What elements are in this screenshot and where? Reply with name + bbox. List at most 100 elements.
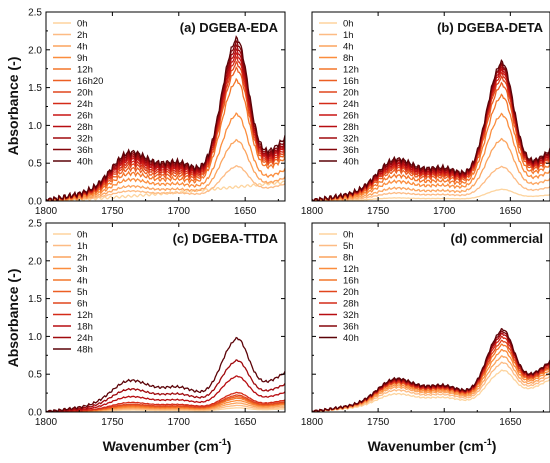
legend-entry: 1h: [77, 241, 88, 252]
legend-entry: 24h: [343, 99, 359, 110]
x-tick-label: 1700: [168, 206, 191, 217]
legend-entry: 9h: [77, 53, 88, 64]
series-line-2h: [46, 165, 285, 201]
legend-entry: 24h: [77, 333, 93, 344]
legend-entry: 0h: [343, 18, 354, 29]
x-tick-label: 1650: [234, 206, 257, 217]
series-line-18h: [46, 375, 285, 412]
x-tick-label: 1650: [499, 417, 522, 428]
y-tick-label: 0.0: [28, 197, 42, 208]
legend-entry: 28h: [343, 122, 359, 133]
legend-entry: 32h: [343, 310, 359, 321]
panel-1: 0.0 0.5 1.0 1.5 2.0 2.5 1800 1750 1700 1650 (a) DG…: [28, 8, 286, 217]
legend-entry: 28h: [77, 122, 93, 133]
y-axis-title-bottom: Absorbance (-): [5, 269, 21, 368]
y-tick-label: 1.5: [28, 294, 42, 305]
y-tick-label: 1.0: [28, 332, 42, 343]
legend-entry: 8h: [343, 252, 354, 263]
x-axis-title-left: Wavenumber (cm-1): [103, 437, 232, 454]
y-tick-label: 0.5: [28, 159, 42, 170]
legend-entry: 0h: [77, 18, 88, 29]
legend-entry: 20h: [343, 287, 359, 298]
x-tick-label: 1800: [301, 417, 324, 428]
y-tick-label: 1.5: [28, 83, 42, 94]
legend-entry: 18h: [77, 321, 93, 332]
legend-entry: 40h: [343, 156, 359, 167]
panel-title: (a) DGEBA-EDA: [180, 20, 279, 35]
series-line-8h: [312, 355, 550, 412]
series-line-32h: [312, 332, 550, 412]
y-tick-label: 2.5: [28, 8, 42, 19]
legend-entry: 5h: [343, 241, 354, 252]
legend-entry: 40h: [77, 156, 93, 167]
series-line-40h: [312, 58, 550, 201]
legend-entry: 48h: [77, 344, 93, 355]
panel-3: 0.0 0.5 1.0 1.5 2.0 2.5 1800 1750 1700 1650 (c) DG…: [28, 219, 286, 428]
y-axis-title-top: Absorbance (-): [5, 57, 21, 156]
legend-entry: 2h: [77, 30, 88, 41]
legend-entry: 0h: [77, 229, 88, 240]
x-tick-label: 1650: [234, 417, 257, 428]
legend-entry: 28h: [343, 298, 359, 309]
legend-entry: 3h: [77, 264, 88, 275]
legend-entry: 16h20: [77, 76, 103, 87]
x-tick-label: 1800: [35, 417, 58, 428]
y-tick-label: 0.5: [28, 370, 42, 381]
y-tick-label: 2.0: [28, 256, 42, 267]
y-tick-label: 2.5: [28, 219, 42, 230]
series-lines: [312, 327, 550, 412]
legend-entry: 24h: [77, 99, 93, 110]
legend-entry: 4h: [77, 41, 88, 52]
legend-entry: 12h: [77, 64, 93, 75]
series-line-9h: [46, 112, 285, 201]
legend-entry: 12h: [343, 64, 359, 75]
legend-entry: 20h: [343, 87, 359, 98]
legend-entry: 20h: [77, 87, 93, 98]
panel-title: (c) DGEBA-TTDA: [173, 231, 279, 246]
x-tick-label: 1700: [433, 206, 456, 217]
x-tick-label: 1750: [367, 206, 390, 217]
legend-entry: 36h: [343, 321, 359, 332]
legend-entry: 1h: [343, 30, 354, 41]
legend-entry: 5h: [77, 287, 88, 298]
series-lines: [46, 336, 285, 412]
panel-4: 1800 1750 1700 1650 (d) commercial 0h5h8h12h1…: [301, 222, 550, 428]
panels: 0.0 0.5 1.0 1.5 2.0 2.5 1800 1750 1700 1650 (a) DG…: [28, 8, 550, 428]
y-tick-label: 2.0: [28, 45, 42, 56]
legend-entry: 36h: [77, 145, 93, 156]
x-tick-label: 1700: [168, 417, 191, 428]
x-axis-title-right: Wavenumber (cm-1): [368, 437, 497, 454]
x-tick-label: 1750: [101, 417, 124, 428]
series-lines: [46, 35, 285, 201]
legend-entry: 8h: [343, 53, 354, 64]
legend-entry: 6h: [77, 298, 88, 309]
series-line-12h: [46, 391, 285, 412]
x-tick-label: 1800: [301, 206, 324, 217]
y-tick-label: 1.0: [28, 121, 42, 132]
legend-entry: 26h: [77, 110, 93, 121]
legend-entry: 12h: [343, 264, 359, 275]
panel-2: 1800 1750 1700 1650 (b) DGEBA-DETA 0h1h4h8h12…: [301, 11, 550, 217]
legend-entry: 16h: [343, 76, 359, 87]
series-line-24h: [46, 359, 285, 412]
series-line-40h: [46, 35, 285, 201]
x-tick-label: 1750: [101, 206, 124, 217]
x-tick-label: 1650: [499, 206, 522, 217]
legend-entry: 16h: [343, 275, 359, 286]
x-tick-label: 1700: [433, 417, 456, 428]
legend-entry: 32h: [343, 133, 359, 144]
legend-entry: 12h: [77, 310, 93, 321]
legend-entry: 36h: [343, 145, 359, 156]
series-lines: [312, 58, 550, 201]
legend-entry: 26h: [343, 110, 359, 121]
legend-entry: 0h: [343, 229, 354, 240]
series-line-1h: [312, 165, 550, 201]
panel-title: (b) DGEBA-DETA: [437, 20, 544, 35]
series-line-40h: [312, 327, 550, 412]
